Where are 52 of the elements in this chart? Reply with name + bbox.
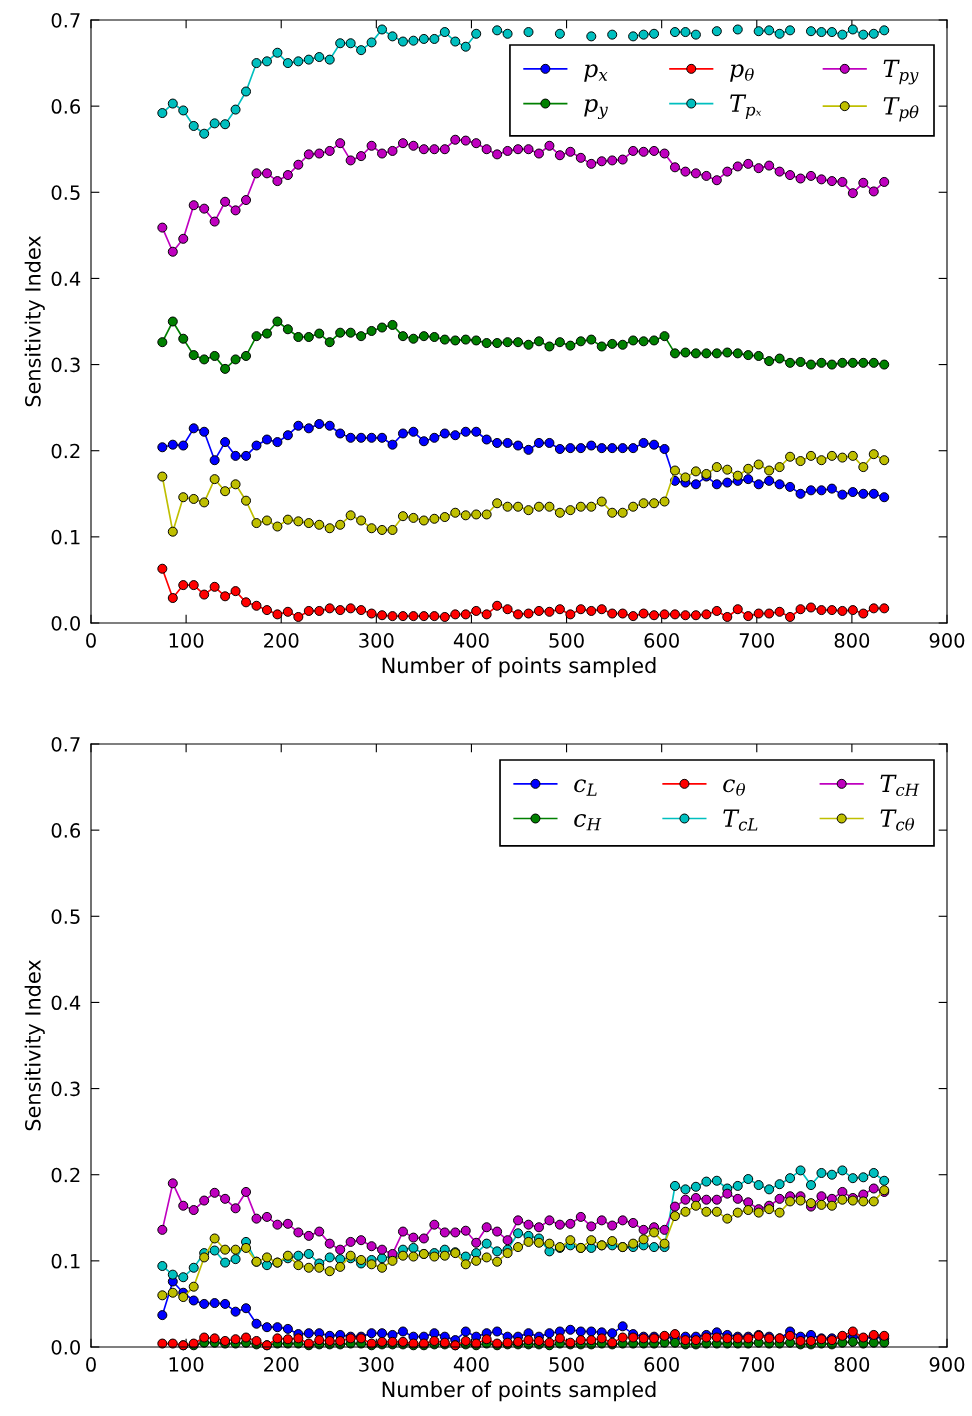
legend-label: T$_{pθ}$ xyxy=(883,97,919,122)
x-tick-label: 800 xyxy=(834,633,870,648)
y-tick-label: 0.6 xyxy=(51,99,81,114)
legend-label: T$_{cL}$ xyxy=(723,809,758,831)
y-tick-label: 0.0 xyxy=(51,1339,80,1355)
y-tick-label: 0.1 xyxy=(51,1253,80,1269)
y-axis-title: Sensitivity Index xyxy=(24,959,45,1131)
y-tick-label: 0.4 xyxy=(51,995,81,1011)
x-tick-label: 500 xyxy=(549,633,584,648)
x-tick-label: 500 xyxy=(549,1357,584,1372)
legend-label: c$_{H}$ xyxy=(574,814,602,831)
legend-label: p$_{y}$ xyxy=(584,99,608,119)
x-tick-label: 700 xyxy=(739,1357,775,1372)
y-tick-label: 0.7 xyxy=(51,12,80,28)
y-tick-label: 0.7 xyxy=(51,736,80,752)
x-tick-label: 600 xyxy=(644,1357,679,1372)
x-axis-title: Number of points sampled xyxy=(382,1381,656,1402)
y-tick-label: 0.5 xyxy=(51,185,80,200)
legend-label: p$_{x}$ xyxy=(584,64,608,82)
x-axis-title: Number of points sampled xyxy=(382,657,656,678)
legend-label: c$_{L}$ xyxy=(574,779,597,796)
y-tick-label: 0.2 xyxy=(51,1167,80,1183)
y-tick-label: 0.1 xyxy=(51,529,80,545)
x-tick-label: 300 xyxy=(359,1357,394,1372)
legend-label: T$_{pₓ}$ xyxy=(730,94,762,119)
legend-label: p$_{θ}$ xyxy=(730,64,754,82)
y-tick-label: 0.0 xyxy=(51,615,80,631)
x-tick-label: 900 xyxy=(929,1357,965,1372)
x-tick-label: 400 xyxy=(453,1357,489,1372)
legend-label: T$_{cH}$ xyxy=(880,774,920,796)
x-tick-label: 200 xyxy=(264,1357,299,1372)
y-tick-label: 0.4 xyxy=(51,271,81,287)
x-tick-label: 100 xyxy=(169,633,204,648)
legend-label: T$_{cθ}$ xyxy=(880,809,915,831)
x-tick-label: 700 xyxy=(739,633,775,648)
x-tick-label: 400 xyxy=(453,633,489,648)
x-tick-label: 600 xyxy=(644,633,679,648)
y-tick-label: 0.6 xyxy=(51,823,81,838)
x-tick-label: 300 xyxy=(359,633,394,648)
y-tick-label: 0.2 xyxy=(51,443,80,459)
legend-label: T$_{py}$ xyxy=(883,59,919,85)
y-tick-label: 0.3 xyxy=(51,357,80,373)
x-tick-label: 0 xyxy=(86,633,96,648)
x-tick-label: 800 xyxy=(834,1357,870,1372)
x-tick-label: 0 xyxy=(86,1357,96,1372)
y-tick-label: 0.3 xyxy=(51,1081,80,1097)
y-tick-label: 0.5 xyxy=(51,909,80,924)
x-tick-label: 900 xyxy=(929,633,965,648)
x-tick-label: 100 xyxy=(169,1357,204,1372)
x-tick-label: 200 xyxy=(264,633,299,648)
legend-label: c$_{θ}$ xyxy=(723,779,745,796)
y-axis-title: Sensitivity Index xyxy=(24,235,45,407)
